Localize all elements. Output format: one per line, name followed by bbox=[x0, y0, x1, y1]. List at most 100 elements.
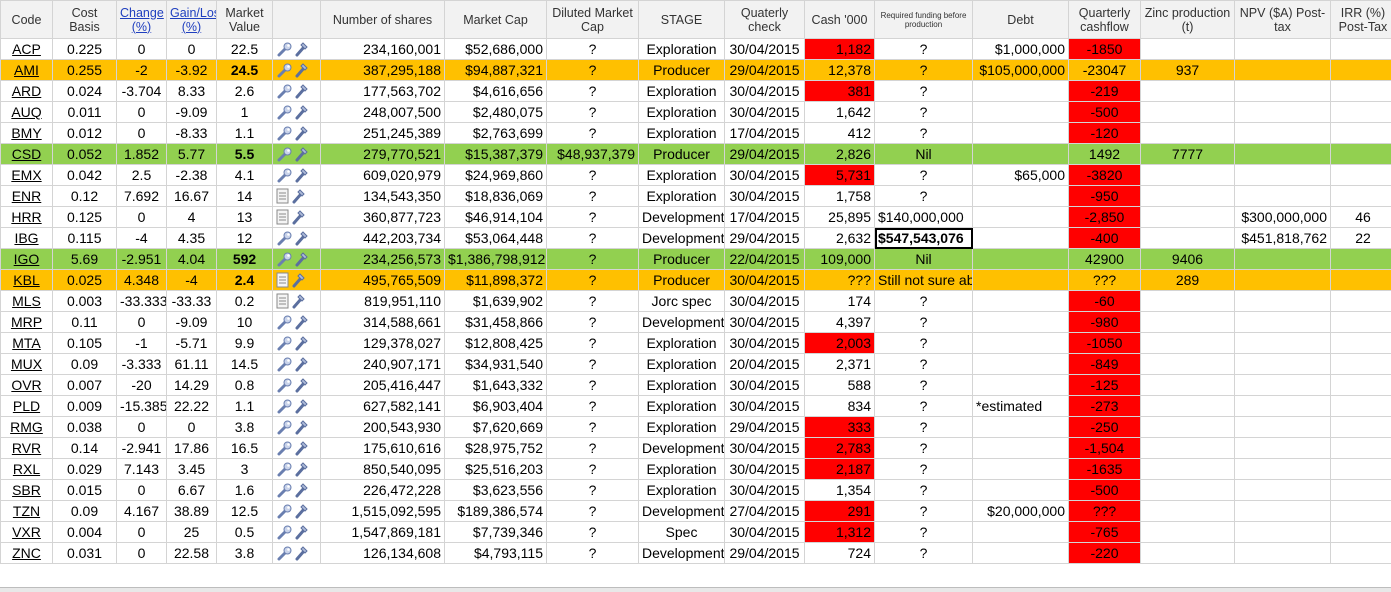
cell-change[interactable]: 0 bbox=[117, 102, 167, 123]
cell-number-of-shares[interactable]: 387,295,188 bbox=[321, 60, 445, 81]
cell-market-cap[interactable]: $2,480,075 bbox=[445, 102, 547, 123]
cell-quaterly-check[interactable]: 30/04/2015 bbox=[725, 375, 805, 396]
cell-quarterly-cashflow[interactable]: -23047 bbox=[1069, 60, 1141, 81]
cell-stage[interactable]: Producer bbox=[639, 249, 725, 270]
cell-zinc-production[interactable] bbox=[1141, 396, 1235, 417]
cell-number-of-shares[interactable]: 205,416,447 bbox=[321, 375, 445, 396]
cell-gain-loss[interactable]: 0 bbox=[167, 417, 217, 438]
cell-gain-loss[interactable]: 25 bbox=[167, 522, 217, 543]
cell-zinc-production[interactable] bbox=[1141, 312, 1235, 333]
cell-diluted-market-cap[interactable]: ? bbox=[547, 291, 639, 312]
wrench-icon[interactable] bbox=[293, 376, 310, 392]
cell-required-funding[interactable]: ? bbox=[875, 354, 973, 375]
cell-irr[interactable] bbox=[1331, 438, 1391, 459]
cell-debt[interactable] bbox=[973, 438, 1069, 459]
cell-number-of-shares[interactable]: 234,256,573 bbox=[321, 249, 445, 270]
cell-cost-basis[interactable]: 0.115 bbox=[53, 228, 117, 249]
cell-quaterly-check[interactable]: 30/04/2015 bbox=[725, 102, 805, 123]
wrench-icon[interactable] bbox=[276, 397, 293, 413]
cell-required-funding[interactable]: Nil bbox=[875, 249, 973, 270]
cell-zinc-production[interactable] bbox=[1141, 165, 1235, 186]
cell-cost-basis[interactable]: 0.024 bbox=[53, 81, 117, 102]
cell-stage[interactable]: Exploration bbox=[639, 417, 725, 438]
cell-quaterly-check[interactable]: 22/04/2015 bbox=[725, 249, 805, 270]
cell-diluted-market-cap[interactable]: ? bbox=[547, 207, 639, 228]
cell-icons[interactable] bbox=[273, 354, 321, 375]
cell-quarterly-cashflow[interactable]: ??? bbox=[1069, 501, 1141, 522]
cell-icons[interactable] bbox=[273, 501, 321, 522]
cell-code[interactable]: IGO bbox=[1, 249, 53, 270]
cell-irr[interactable] bbox=[1331, 354, 1391, 375]
header-diluted-market-cap[interactable]: Diluted Market Cap bbox=[547, 1, 639, 39]
cell-zinc-production[interactable] bbox=[1141, 39, 1235, 60]
cell-market-value[interactable]: 14 bbox=[217, 186, 273, 207]
cell-market-cap[interactable]: $4,793,115 bbox=[445, 543, 547, 564]
cell-cash[interactable]: 412 bbox=[805, 123, 875, 144]
cell-cost-basis[interactable]: 0.003 bbox=[53, 291, 117, 312]
cell-quaterly-check[interactable]: 30/04/2015 bbox=[725, 270, 805, 291]
cell-change[interactable]: 0 bbox=[117, 123, 167, 144]
cell-change[interactable]: 4.167 bbox=[117, 501, 167, 522]
cell-diluted-market-cap[interactable]: ? bbox=[547, 480, 639, 501]
cell-required-funding[interactable]: $547,543,076 bbox=[875, 228, 973, 249]
cell-debt[interactable] bbox=[973, 543, 1069, 564]
cell-zinc-production[interactable] bbox=[1141, 333, 1235, 354]
cell-irr[interactable] bbox=[1331, 333, 1391, 354]
cell-required-funding[interactable]: ? bbox=[875, 543, 973, 564]
header-gain-loss[interactable]: Gain/Loss (%) bbox=[167, 1, 217, 39]
cell-required-funding[interactable]: ? bbox=[875, 60, 973, 81]
cell-market-cap[interactable]: $189,386,574 bbox=[445, 501, 547, 522]
cell-icons[interactable] bbox=[273, 123, 321, 144]
cell-change[interactable]: -3.333 bbox=[117, 354, 167, 375]
cell-cash[interactable]: 1,354 bbox=[805, 480, 875, 501]
cell-number-of-shares[interactable]: 129,378,027 bbox=[321, 333, 445, 354]
header-market-value[interactable]: Market Value bbox=[217, 1, 273, 39]
cell-required-funding[interactable]: ? bbox=[875, 480, 973, 501]
cell-gain-loss[interactable]: -3.92 bbox=[167, 60, 217, 81]
cell-code[interactable]: BMY bbox=[1, 123, 53, 144]
cell-number-of-shares[interactable]: 240,907,171 bbox=[321, 354, 445, 375]
cell-market-value[interactable]: 1.1 bbox=[217, 123, 273, 144]
cell-change[interactable]: -2.941 bbox=[117, 438, 167, 459]
cell-icons[interactable] bbox=[273, 249, 321, 270]
cell-market-cap[interactable]: $18,836,069 bbox=[445, 186, 547, 207]
cell-zinc-production[interactable]: 937 bbox=[1141, 60, 1235, 81]
cell-diluted-market-cap[interactable]: ? bbox=[547, 354, 639, 375]
cell-change[interactable]: 0 bbox=[117, 417, 167, 438]
cell-required-funding[interactable]: Nil bbox=[875, 144, 973, 165]
cell-gain-loss[interactable]: -5.71 bbox=[167, 333, 217, 354]
cell-market-cap[interactable]: $94,887,321 bbox=[445, 60, 547, 81]
wrench-icon[interactable] bbox=[276, 523, 293, 539]
wrench-icon[interactable] bbox=[293, 502, 310, 518]
cell-debt[interactable] bbox=[973, 333, 1069, 354]
cell-code[interactable]: MTA bbox=[1, 333, 53, 354]
cell-quarterly-cashflow[interactable]: -1850 bbox=[1069, 39, 1141, 60]
wrench-icon[interactable] bbox=[276, 355, 293, 371]
cell-cost-basis[interactable]: 0.029 bbox=[53, 459, 117, 480]
wrench-icon[interactable] bbox=[290, 271, 307, 287]
wrench-icon[interactable] bbox=[293, 460, 310, 476]
cell-npv[interactable] bbox=[1235, 249, 1331, 270]
cell-gain-loss[interactable]: 8.33 bbox=[167, 81, 217, 102]
cell-code[interactable]: CSD bbox=[1, 144, 53, 165]
cell-required-funding[interactable]: ? bbox=[875, 396, 973, 417]
cell-code[interactable]: ARD bbox=[1, 81, 53, 102]
cell-cash[interactable]: 174 bbox=[805, 291, 875, 312]
wrench-icon[interactable] bbox=[276, 334, 293, 350]
cell-market-value[interactable]: 3.8 bbox=[217, 417, 273, 438]
wrench-icon[interactable] bbox=[293, 439, 310, 455]
cell-icons[interactable] bbox=[273, 396, 321, 417]
cell-irr[interactable] bbox=[1331, 396, 1391, 417]
cell-stage[interactable]: Exploration bbox=[639, 375, 725, 396]
cell-change[interactable]: 0 bbox=[117, 207, 167, 228]
cell-quarterly-cashflow[interactable]: -980 bbox=[1069, 312, 1141, 333]
cell-code[interactable]: AMI bbox=[1, 60, 53, 81]
cell-zinc-production[interactable]: 7777 bbox=[1141, 144, 1235, 165]
cell-diluted-market-cap[interactable]: ? bbox=[547, 186, 639, 207]
cell-npv[interactable] bbox=[1235, 354, 1331, 375]
cell-code[interactable]: IBG bbox=[1, 228, 53, 249]
cell-zinc-production[interactable] bbox=[1141, 480, 1235, 501]
